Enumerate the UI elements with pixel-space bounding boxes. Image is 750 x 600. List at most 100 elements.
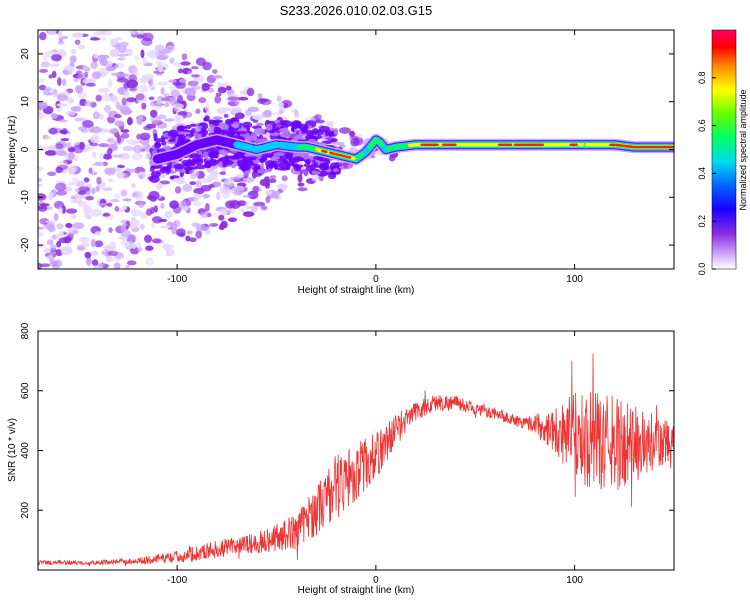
spectrogram-noise-blob <box>110 199 120 203</box>
spectrogram-noise-blob <box>59 129 68 134</box>
spectrogram-noise-blob <box>139 224 145 230</box>
spectrogram-noise-blob <box>256 122 264 127</box>
spectrogram-noise-blob <box>139 211 148 219</box>
spectrogram-noise-blob <box>202 151 209 160</box>
spectrogram-noise-blob <box>151 238 162 244</box>
spectrogram-noise-blob <box>86 78 96 84</box>
spectrogram-noise-blob <box>134 193 144 201</box>
spectrogram-noise-blob <box>205 226 211 233</box>
spectrogram-noise-blob <box>143 125 152 131</box>
spectrogram-noise-blob <box>178 135 184 143</box>
spectrogram-noise-blob <box>49 244 57 251</box>
spectrogram-noise-blob <box>294 128 298 132</box>
spectrogram-noise-blob <box>91 71 102 80</box>
spectrogram-noise-blob <box>191 74 200 78</box>
spectrogram-noise-blob <box>219 171 226 175</box>
spectrogram-noise-blob <box>259 178 270 187</box>
spectrogram-noise-blob <box>208 119 216 125</box>
spectrogram-noise-blob <box>128 30 138 35</box>
spectrogram-noise-blob <box>165 250 171 257</box>
spectrogram-noise-blob <box>141 102 147 110</box>
spectrogram-noise-blob <box>208 224 213 228</box>
spectrogram-noise-blob <box>149 100 157 107</box>
spectrogram-noise-blob <box>38 177 43 183</box>
spectrogram-noise-blob <box>239 208 246 213</box>
spectrogram-noise-blob <box>303 163 311 168</box>
spectrogram-noise-blob <box>142 32 154 42</box>
spectrogram-noise-blob <box>168 79 177 83</box>
spectrogram-noise-blob <box>97 54 110 59</box>
spectrogram-noise-blob <box>207 174 219 181</box>
spectrogram-noise-blob <box>91 259 99 266</box>
spectrogram-noise-blob <box>126 233 137 242</box>
spectrogram-noise-blob <box>330 165 339 170</box>
spectrogram-noise-blob <box>95 94 102 102</box>
spectrogram-noise-blob <box>55 166 63 174</box>
spectrogram-noise-blob <box>47 171 57 177</box>
spectrogram-noise-blob <box>66 142 72 149</box>
spectrogram-noise-blob <box>122 205 128 210</box>
spectrogram-noise-blob <box>184 205 189 210</box>
spectrogram-noise-blob <box>195 224 207 232</box>
spectrogram-noise-blob <box>45 220 57 224</box>
spectrogram-noise-blob <box>215 92 222 97</box>
spectrogram-noise-blob <box>38 101 48 110</box>
spectrogram-noise-blob <box>101 93 111 102</box>
spectrogram-noise-blob <box>350 137 360 147</box>
spectrogram-noise-blob <box>82 120 94 128</box>
spectrogram-noise-blob <box>121 97 127 106</box>
spectrogram-noise-blob <box>77 44 86 50</box>
spectrogram-noise-blob <box>281 175 288 182</box>
spectrogram-noise-blob <box>140 49 145 59</box>
spectrogram-noise-blob <box>58 230 64 238</box>
spectrogram-noise-blob <box>106 138 114 142</box>
spectrogram-noise-blob <box>242 177 255 183</box>
snr-panel: -100 0 100 200 400 600 800 Height of straight … <box>7 322 675 596</box>
spectrogram-noise-blob <box>142 57 148 65</box>
spectrogram-noise-blob <box>92 111 100 120</box>
spectrogram-noise-blob <box>54 259 62 268</box>
colorbar-tick-label: 0.4 <box>697 167 707 180</box>
spectrogram-noise-blob <box>135 241 142 249</box>
spectrogram-noise-blob <box>189 181 197 186</box>
spectrogram-noise-blob <box>148 96 155 101</box>
spectrogram-noise-blob <box>182 184 193 192</box>
spectrogram-noise-blob <box>56 223 64 230</box>
spectrogram-ridge-layer-5 <box>320 143 674 159</box>
spectrogram-noise-blob <box>126 260 137 266</box>
spectrogram-noise-blob <box>104 104 112 113</box>
spectrogram-noise-blob <box>138 174 144 180</box>
spectrogram-noise-blob <box>277 183 289 189</box>
spectrogram-noise-blob <box>148 81 155 91</box>
spectrogram-noise-blob <box>218 214 225 221</box>
spectrogram-noise-blob <box>56 94 69 102</box>
spectrogram-noise-blob <box>68 151 75 161</box>
spectrogram-noise-blob <box>261 110 273 118</box>
spectrogram-noise-blob <box>202 193 211 199</box>
spectrogram-ytick-label: 10 <box>20 96 31 108</box>
spectrogram-noise-blob <box>187 70 193 75</box>
spectrogram-noise-blob <box>260 99 272 106</box>
spectrogram-noise-blob <box>103 212 110 217</box>
spectrogram-noise-blob <box>105 66 117 72</box>
spectrogram-noise-blob <box>267 168 272 172</box>
spectrogram-noise-blob <box>93 31 103 36</box>
spectrogram-noise-blob <box>84 100 92 107</box>
spectrogram-noise-blob <box>38 226 44 230</box>
spectrogram-noise-blob <box>113 193 122 199</box>
spectrogram-noise-blob <box>71 32 84 38</box>
spectrogram-noise-blob <box>388 155 396 162</box>
colorbar-ticks: 0.0 0.2 0.4 0.6 0.8 <box>697 72 716 275</box>
spectrogram-noise-blob <box>176 131 188 135</box>
spectrogram-noise-blob <box>111 154 123 158</box>
spectrogram-noise-blob <box>124 91 129 96</box>
spectrogram-noise-blob <box>83 177 90 183</box>
spectrogram-noise-blob <box>145 257 154 266</box>
spectrogram-noise-blob <box>159 180 171 185</box>
spectrogram-noise-blob <box>197 177 209 184</box>
spectrogram-noise-blob <box>121 223 127 232</box>
spectrogram-ylabel: Frequency (Hz) <box>7 116 18 185</box>
spectrogram-noise-blob <box>73 155 79 162</box>
spectrogram-noise-blob <box>71 48 77 55</box>
spectrogram-noise-blob <box>183 181 188 186</box>
